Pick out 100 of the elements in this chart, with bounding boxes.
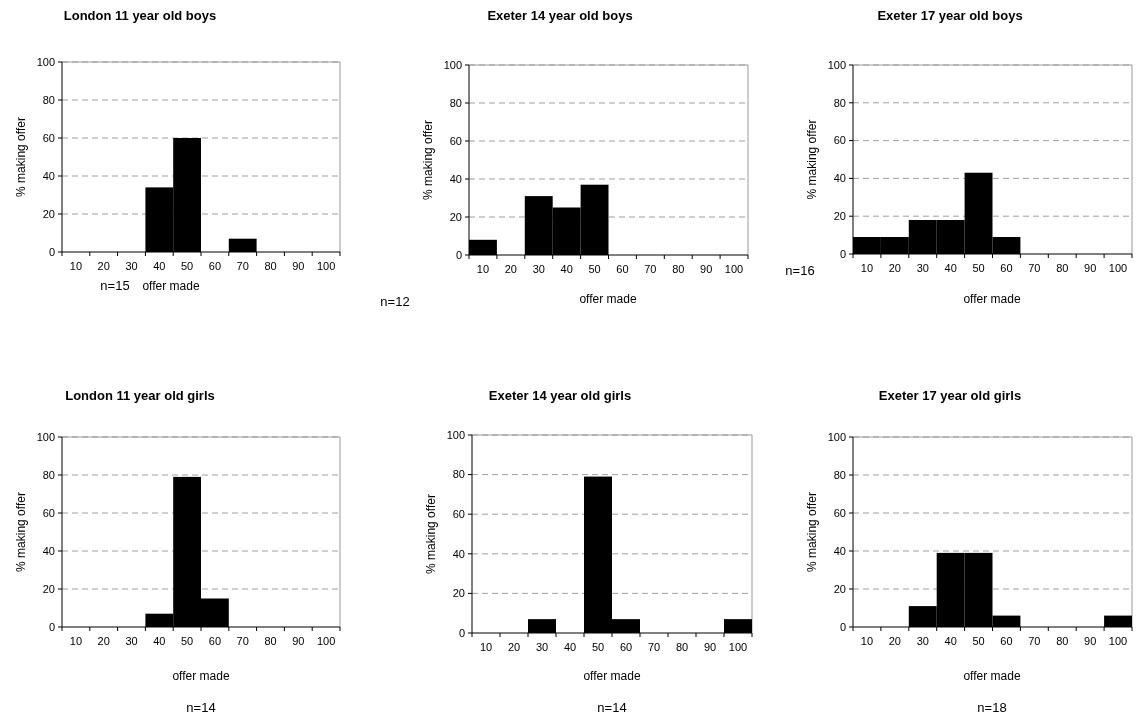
y-tick-label: 40 — [42, 169, 55, 182]
y-tick-label: 60 — [449, 134, 462, 147]
x-tick-label: 100 — [316, 635, 336, 647]
x-tick-label: 40 — [153, 260, 166, 272]
x-tick-label: 100 — [1108, 635, 1128, 647]
x-tick-label: 60 — [1000, 635, 1013, 647]
x-tick-label: 30 — [125, 260, 138, 272]
y-tick-label: 40 — [833, 172, 846, 185]
x-tick-label: 10 — [69, 260, 83, 272]
x-axis-title: offer made — [963, 292, 1021, 306]
x-tick-label: 50 — [972, 262, 985, 274]
y-tick-label: 100 — [36, 55, 55, 68]
y-tick-label: 60 — [833, 506, 846, 519]
x-tick-label: 50 — [591, 641, 605, 653]
y-tick-label: 20 — [833, 582, 846, 595]
x-axis-title: offer made — [963, 669, 1021, 683]
x-tick-label: 50 — [972, 635, 985, 647]
x-tick-label: 80 — [672, 263, 685, 275]
y-tick-label: 100 — [827, 58, 846, 71]
y-tick-label: 0 — [455, 248, 462, 261]
y-axis-title: % making offer — [424, 494, 438, 574]
text: n=14 — [186, 700, 216, 715]
x-tick-label: 60 — [619, 641, 633, 653]
y-tick-label: 80 — [833, 468, 846, 481]
x-tick-label: 20 — [504, 263, 517, 275]
x-tick-label: 10 — [69, 635, 83, 647]
y-axis-title: % making offer — [14, 117, 28, 197]
y-tick-label: 0 — [458, 626, 465, 639]
chart-title: Exeter 17 year old boys — [877, 8, 1023, 23]
x-tick-label: 100 — [316, 260, 336, 272]
y-tick-label: 60 — [42, 506, 55, 519]
y-tick-label: 20 — [452, 587, 465, 600]
x-tick-label: 10 — [476, 263, 490, 275]
x-tick-label: 30 — [916, 262, 929, 274]
y-tick-label: 100 — [446, 428, 465, 441]
x-tick-label: 70 — [1028, 635, 1041, 647]
x-tick-label: 100 — [724, 263, 744, 275]
x-axis-title: offer made — [142, 279, 200, 293]
x-axis-title: offer made — [172, 669, 230, 683]
x-tick-label: 70 — [644, 263, 657, 275]
x-tick-label: 10 — [479, 641, 493, 653]
y-tick-label: 40 — [42, 544, 55, 557]
y-tick-label: 0 — [48, 620, 55, 633]
y-tick-label: 100 — [827, 430, 846, 443]
text: n=16 — [785, 263, 815, 278]
y-tick-label: 20 — [42, 582, 55, 595]
text: n=15 — [100, 278, 130, 293]
x-tick-label: 90 — [700, 263, 713, 275]
y-tick-label: 40 — [449, 172, 462, 185]
y-tick-label: 0 — [48, 245, 55, 258]
x-tick-label: 100 — [1108, 262, 1128, 274]
text: n=12 — [380, 294, 410, 309]
x-tick-label: 80 — [264, 260, 277, 272]
x-tick-label: 60 — [616, 263, 629, 275]
chart-title: Exeter 14 year old boys — [487, 8, 633, 23]
x-tick-label: 80 — [1056, 262, 1069, 274]
y-tick-label: 80 — [42, 468, 55, 481]
x-tick-label: 90 — [1084, 635, 1097, 647]
x-tick-label: 90 — [292, 635, 305, 647]
x-tick-label: 20 — [97, 635, 110, 647]
y-tick-label: 20 — [833, 210, 846, 223]
y-tick-label: 20 — [42, 207, 55, 220]
x-tick-label: 50 — [588, 263, 601, 275]
y-tick-label: 60 — [452, 508, 465, 521]
x-tick-label: 60 — [208, 635, 222, 647]
chart-title: London 11 year old girls — [65, 388, 215, 403]
x-tick-label: 90 — [1084, 262, 1097, 274]
y-tick-label: 100 — [36, 430, 55, 443]
chart-title: Exeter 14 year old girls — [488, 388, 632, 403]
x-axis-title: offer made — [579, 292, 637, 306]
y-axis-title: % making offer — [421, 120, 435, 200]
y-tick-label: 100 — [443, 58, 462, 71]
x-axis-title: offer made — [583, 669, 641, 683]
x-tick-label: 40 — [944, 262, 957, 274]
x-tick-label: 50 — [180, 260, 194, 272]
x-tick-label: 20 — [97, 260, 110, 272]
chart-title: London 11 year old boys — [63, 8, 217, 23]
x-tick-label: 100 — [728, 641, 748, 653]
y-tick-label: 0 — [839, 247, 846, 260]
x-tick-label: 50 — [180, 635, 194, 647]
x-tick-label: 10 — [860, 635, 874, 647]
x-tick-label: 60 — [208, 260, 222, 272]
text: n=14 — [597, 700, 627, 715]
x-tick-label: 40 — [563, 641, 577, 653]
x-tick-label: 70 — [1028, 262, 1041, 274]
x-tick-label: 90 — [292, 260, 305, 272]
y-axis-title: % making offer — [805, 119, 819, 200]
y-tick-label: 80 — [42, 93, 55, 106]
y-tick-label: 40 — [833, 544, 846, 557]
x-tick-label: 40 — [560, 263, 573, 275]
x-tick-label: 30 — [535, 641, 549, 653]
x-tick-label: 10 — [860, 262, 874, 274]
x-tick-label: 70 — [647, 641, 661, 653]
x-tick-label: 30 — [916, 635, 929, 647]
chart-title: Exeter 17 year old girls — [878, 388, 1022, 403]
x-tick-label: 80 — [1056, 635, 1069, 647]
x-tick-label: 40 — [944, 635, 957, 647]
y-tick-label: 0 — [839, 620, 846, 633]
x-tick-label: 40 — [153, 635, 166, 647]
y-tick-label: 80 — [833, 96, 846, 109]
